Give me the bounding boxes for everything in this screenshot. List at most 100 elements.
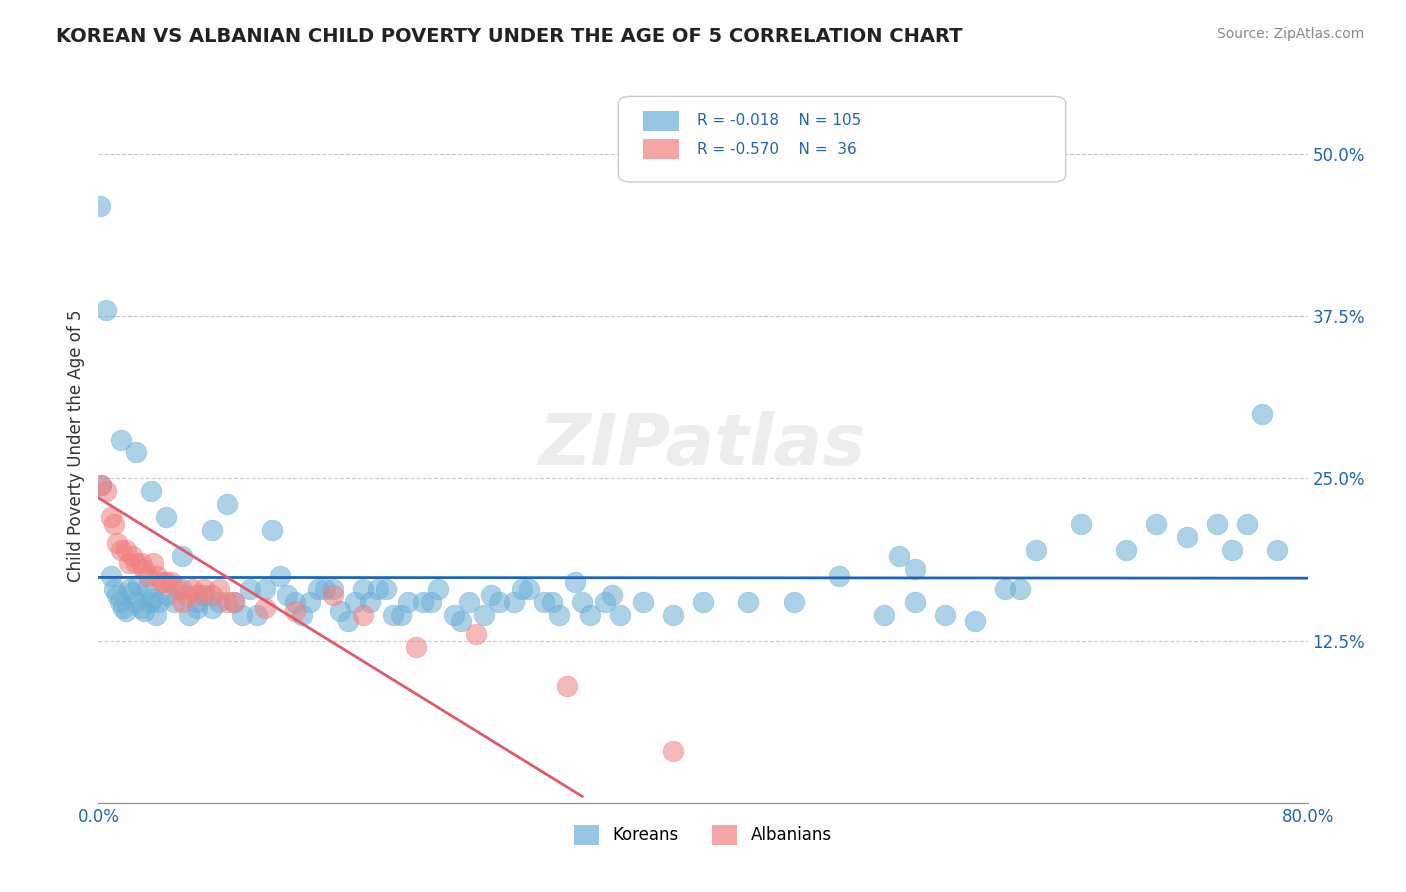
Point: [170, 595, 193, 609]
Point: [1220, 542, 1243, 557]
Point: [450, 614, 472, 628]
Point: [934, 607, 956, 622]
Point: [193, 588, 215, 602]
Point: [828, 568, 851, 582]
Point: [89, 199, 111, 213]
Point: [129, 556, 152, 570]
Point: [155, 575, 177, 590]
Point: [503, 595, 526, 609]
Point: [139, 595, 162, 609]
Point: [90, 478, 112, 492]
Point: [127, 578, 149, 592]
Point: [239, 582, 262, 596]
Point: [457, 595, 479, 609]
Point: [103, 516, 125, 531]
Point: [284, 604, 307, 618]
Point: [307, 582, 329, 596]
Point: [125, 556, 148, 570]
Point: [291, 607, 314, 622]
Point: [336, 614, 359, 628]
Point: [329, 604, 352, 618]
Point: [253, 582, 276, 596]
Bar: [643, 139, 679, 159]
Point: [382, 607, 405, 622]
Point: [141, 484, 163, 499]
Point: [276, 588, 298, 602]
Point: [163, 595, 186, 609]
Point: [548, 607, 571, 622]
Point: [374, 582, 396, 596]
Point: [170, 549, 193, 564]
Point: [142, 591, 165, 605]
Point: [201, 601, 224, 615]
Point: [389, 607, 412, 622]
Point: [396, 595, 419, 609]
Point: [215, 595, 238, 609]
Point: [170, 582, 193, 596]
Point: [412, 595, 434, 609]
Point: [472, 607, 495, 622]
Point: [1115, 542, 1137, 557]
Point: [160, 575, 183, 590]
FancyBboxPatch shape: [619, 96, 1066, 182]
Point: [124, 595, 146, 609]
Point: [904, 562, 927, 576]
Point: [517, 582, 540, 596]
Point: [314, 582, 336, 596]
Point: [231, 607, 253, 622]
Text: R = -0.570    N =  36: R = -0.570 N = 36: [697, 142, 856, 157]
Point: [94, 302, 117, 317]
Point: [125, 445, 148, 459]
Point: [110, 433, 132, 447]
Point: [965, 614, 987, 628]
Point: [1206, 516, 1229, 531]
Point: [253, 601, 276, 615]
Point: [246, 607, 269, 622]
Y-axis label: Child Poverty Under the Age of 5: Child Poverty Under the Age of 5: [66, 310, 84, 582]
Point: [186, 601, 208, 615]
Point: [367, 582, 389, 596]
Point: [114, 604, 136, 618]
Point: [873, 607, 896, 622]
Point: [179, 607, 201, 622]
Point: [132, 604, 155, 618]
Point: [262, 524, 284, 538]
Point: [224, 595, 246, 609]
Point: [488, 595, 510, 609]
Point: [181, 582, 204, 596]
Point: [145, 607, 167, 622]
Point: [889, 549, 911, 564]
Point: [540, 595, 562, 609]
Text: KOREAN VS ALBANIAN CHILD POVERTY UNDER THE AGE OF 5 CORRELATION CHART: KOREAN VS ALBANIAN CHILD POVERTY UNDER T…: [56, 27, 963, 45]
Point: [692, 595, 714, 609]
Point: [510, 582, 533, 596]
Point: [103, 582, 125, 596]
Point: [118, 582, 141, 596]
Point: [352, 607, 374, 622]
Point: [299, 595, 322, 609]
Point: [631, 595, 654, 609]
Point: [121, 585, 143, 599]
Point: [555, 679, 578, 693]
Point: [533, 595, 555, 609]
Point: [420, 595, 443, 609]
Point: [224, 595, 246, 609]
Point: [100, 568, 122, 582]
Point: [155, 588, 177, 602]
Text: ZIPatlas: ZIPatlas: [540, 411, 866, 481]
Point: [465, 627, 488, 641]
Point: [737, 595, 759, 609]
Point: [405, 640, 427, 654]
Text: R = -0.018    N = 105: R = -0.018 N = 105: [697, 113, 862, 128]
Point: [1251, 407, 1274, 421]
Point: [661, 744, 683, 758]
Point: [344, 595, 367, 609]
Point: [142, 556, 165, 570]
Point: [1010, 582, 1032, 596]
Text: Source: ZipAtlas.com: Source: ZipAtlas.com: [1216, 27, 1364, 41]
Point: [578, 607, 600, 622]
Point: [427, 582, 450, 596]
Point: [904, 595, 927, 609]
Point: [215, 497, 238, 511]
Point: [201, 588, 224, 602]
